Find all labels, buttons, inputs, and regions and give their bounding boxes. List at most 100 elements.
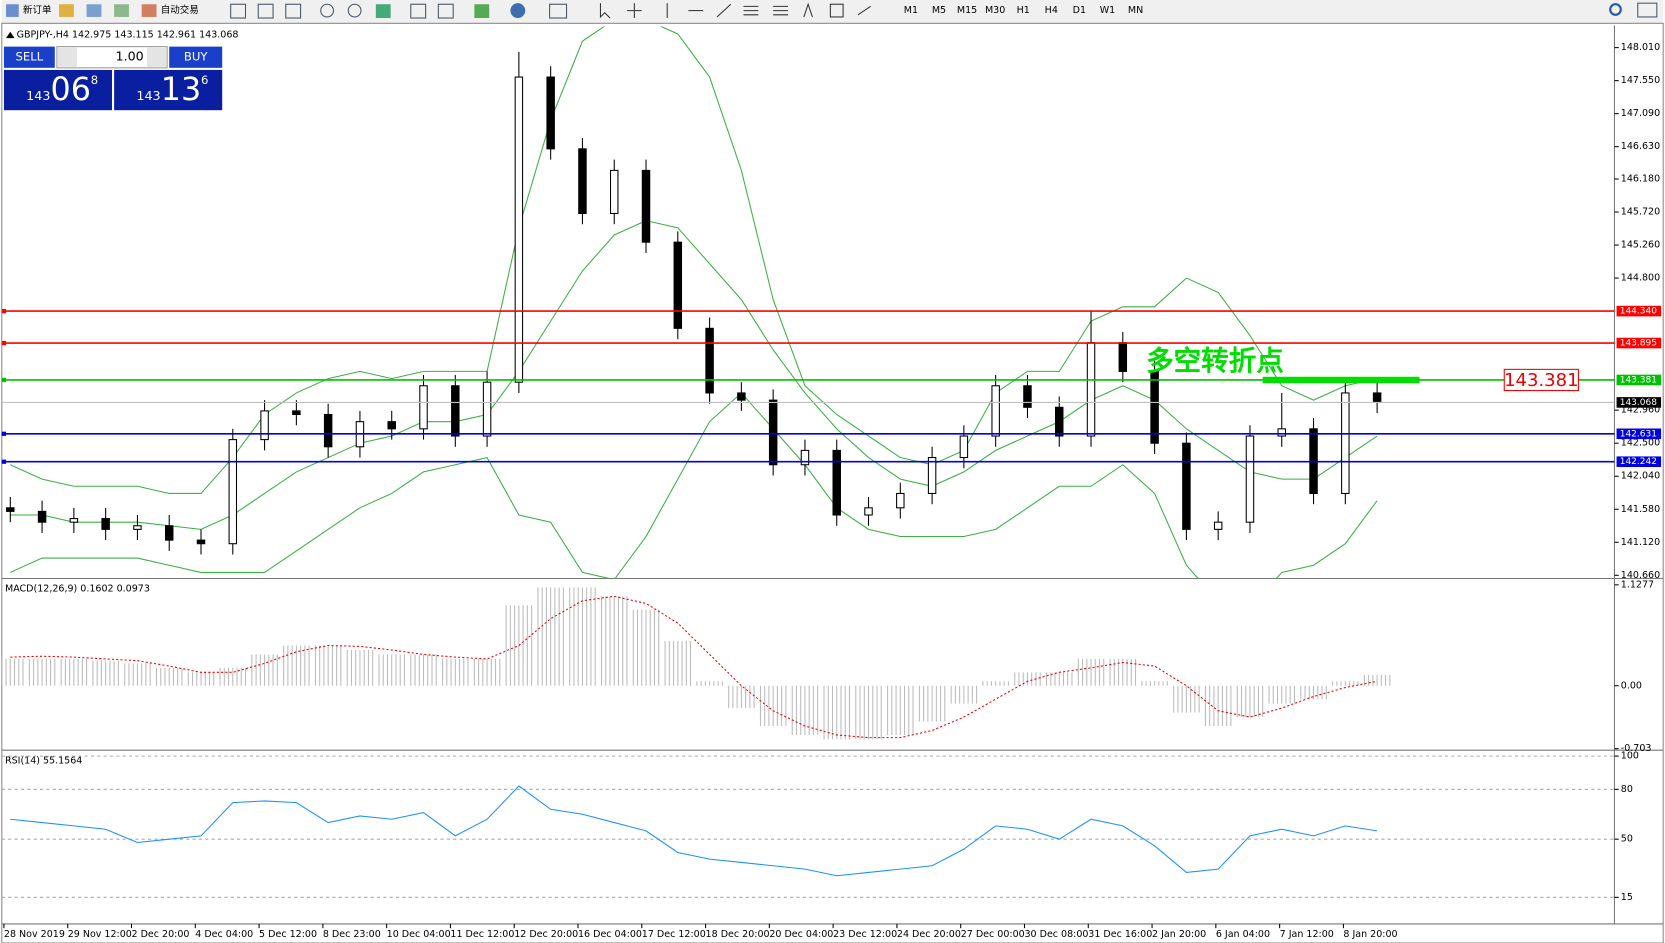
- icon[interactable]: [141, 4, 157, 17]
- timeframe-button[interactable]: D1: [1073, 5, 1086, 16]
- sell-label[interactable]: SELL: [16, 50, 44, 64]
- x-tick-label: 28 Nov 2019: [4, 929, 65, 940]
- y-tick-label: 50: [1621, 834, 1633, 845]
- annotation-text: 多空转折点: [1146, 345, 1284, 377]
- timeframe-button[interactable]: MN: [1128, 5, 1143, 16]
- level-label: 142.631: [1620, 429, 1657, 439]
- candle-body: [260, 410, 269, 441]
- x-tick-label: 6 Jan 04:00: [1216, 929, 1270, 940]
- icon[interactable]: [86, 4, 102, 17]
- candle-body: [800, 449, 810, 466]
- bid-box[interactable]: [3, 69, 113, 111]
- candle-body: [1277, 428, 1286, 437]
- lot-value[interactable]: 1.00: [115, 49, 143, 64]
- y-tick-label: 0.00: [1621, 680, 1642, 691]
- tool[interactable]: [257, 3, 274, 19]
- candle-body: [737, 392, 746, 401]
- tool[interactable]: [320, 3, 334, 18]
- lot-input[interactable]: [56, 46, 168, 69]
- buy-label[interactable]: BUY: [184, 50, 209, 64]
- search[interactable]: [1609, 3, 1622, 16]
- candle-body: [133, 525, 142, 530]
- tool[interactable]: [1637, 2, 1658, 18]
- collapse[interactable]: [6, 31, 15, 39]
- icon[interactable]: [114, 4, 129, 17]
- buy-button[interactable]: [169, 46, 223, 68]
- candle-body: [196, 539, 206, 545]
- sell-button[interactable]: [3, 46, 55, 68]
- candle-body: [1055, 406, 1064, 437]
- tool[interactable]: [549, 3, 568, 19]
- y-tick-label: 141.120: [1621, 537, 1660, 548]
- candle-body: [1118, 342, 1128, 372]
- ask-main: 13: [161, 72, 201, 108]
- level-handle: [1, 459, 7, 464]
- ask-box[interactable]: [114, 69, 223, 111]
- tool[interactable]: [510, 3, 526, 19]
- x-tick-label: 4 Dec 04:00: [195, 929, 253, 940]
- tool[interactable]: [474, 4, 490, 19]
- y-tick-label: 145.260: [1621, 240, 1660, 251]
- candle-body: [387, 421, 396, 430]
- lot-down[interactable]: [57, 47, 78, 67]
- x-tick-label: 12 Dec 20:00: [514, 929, 578, 940]
- bollinger-band: [10, 220, 1378, 530]
- tool[interactable]: [230, 3, 247, 19]
- candle-body: [673, 241, 683, 329]
- candle-body: [927, 457, 937, 494]
- y-tick-label: 1.1277: [1621, 579, 1654, 590]
- candle-body: [768, 399, 778, 466]
- level-handle: [1, 340, 7, 346]
- level-label: 144.340: [1620, 307, 1657, 317]
- current-price-tag: [1616, 397, 1662, 408]
- timeframe-button[interactable]: H1: [1017, 5, 1030, 16]
- timeframe-button[interactable]: M15: [957, 5, 977, 16]
- tool[interactable]: [410, 3, 427, 19]
- y-tick-label: 148.010: [1621, 42, 1660, 53]
- level-handle: [1, 431, 7, 436]
- tool[interactable]: [716, 3, 732, 18]
- current-price-label: 143.068: [1620, 398, 1657, 408]
- candle-body: [323, 413, 333, 448]
- x-tick-label: 17 Dec 12:00: [642, 929, 706, 940]
- y-tick-label: 140.660: [1621, 570, 1660, 581]
- level-label: 143.895: [1620, 339, 1657, 349]
- timeframe-button[interactable]: H4: [1045, 5, 1058, 16]
- chart-header: GBPJPY-,H4 142.975 143.115 142.961 143.0…: [17, 29, 239, 40]
- tool[interactable]: [285, 3, 302, 19]
- tool[interactable]: [857, 5, 871, 16]
- tool[interactable]: [599, 3, 611, 19]
- tool[interactable]: [347, 3, 362, 18]
- timeframe-button[interactable]: M30: [985, 5, 1005, 16]
- tool[interactable]: [437, 3, 454, 19]
- candle-body: [991, 385, 1000, 437]
- tool[interactable]: [773, 5, 788, 16]
- timeframe-button[interactable]: M5: [932, 5, 946, 16]
- tool[interactable]: [375, 4, 391, 19]
- timeframe-button[interactable]: W1: [1100, 5, 1115, 16]
- tool[interactable]: [829, 3, 844, 18]
- candle-body: [292, 410, 301, 416]
- signal-line: [10, 595, 1378, 739]
- candle-body: [1150, 370, 1159, 444]
- auto-trading-button[interactable]: 自动交易: [161, 4, 199, 16]
- icon[interactable]: [59, 4, 74, 17]
- tool[interactable]: [743, 5, 759, 16]
- x-tick-label: 8 Jan 20:00: [1343, 929, 1397, 940]
- trade-panel: SELL 1.00 BUY 143 06 8 143 13 6: [3, 46, 223, 111]
- y-tick-label: 80: [1621, 784, 1633, 795]
- y-tick-label: 142.960: [1621, 405, 1660, 416]
- y-tick-label: 142.500: [1621, 438, 1660, 449]
- timeframe-button[interactable]: M1: [904, 5, 918, 16]
- x-tick-label: 8 Dec 23:00: [323, 929, 381, 940]
- tool[interactable]: [803, 2, 813, 18]
- tool[interactable]: [626, 3, 642, 19]
- x-tick-label: 31 Dec 16:00: [1088, 929, 1152, 940]
- candle-body: [101, 518, 110, 530]
- bollinger-band: [10, 26, 1378, 494]
- bid-small: 8: [91, 73, 98, 87]
- toolbar: [1, 0, 1664, 24]
- y-tick-label: -0.703: [1621, 743, 1652, 754]
- lot-up[interactable]: [146, 47, 167, 67]
- new-order-button[interactable]: 新订单: [23, 4, 52, 16]
